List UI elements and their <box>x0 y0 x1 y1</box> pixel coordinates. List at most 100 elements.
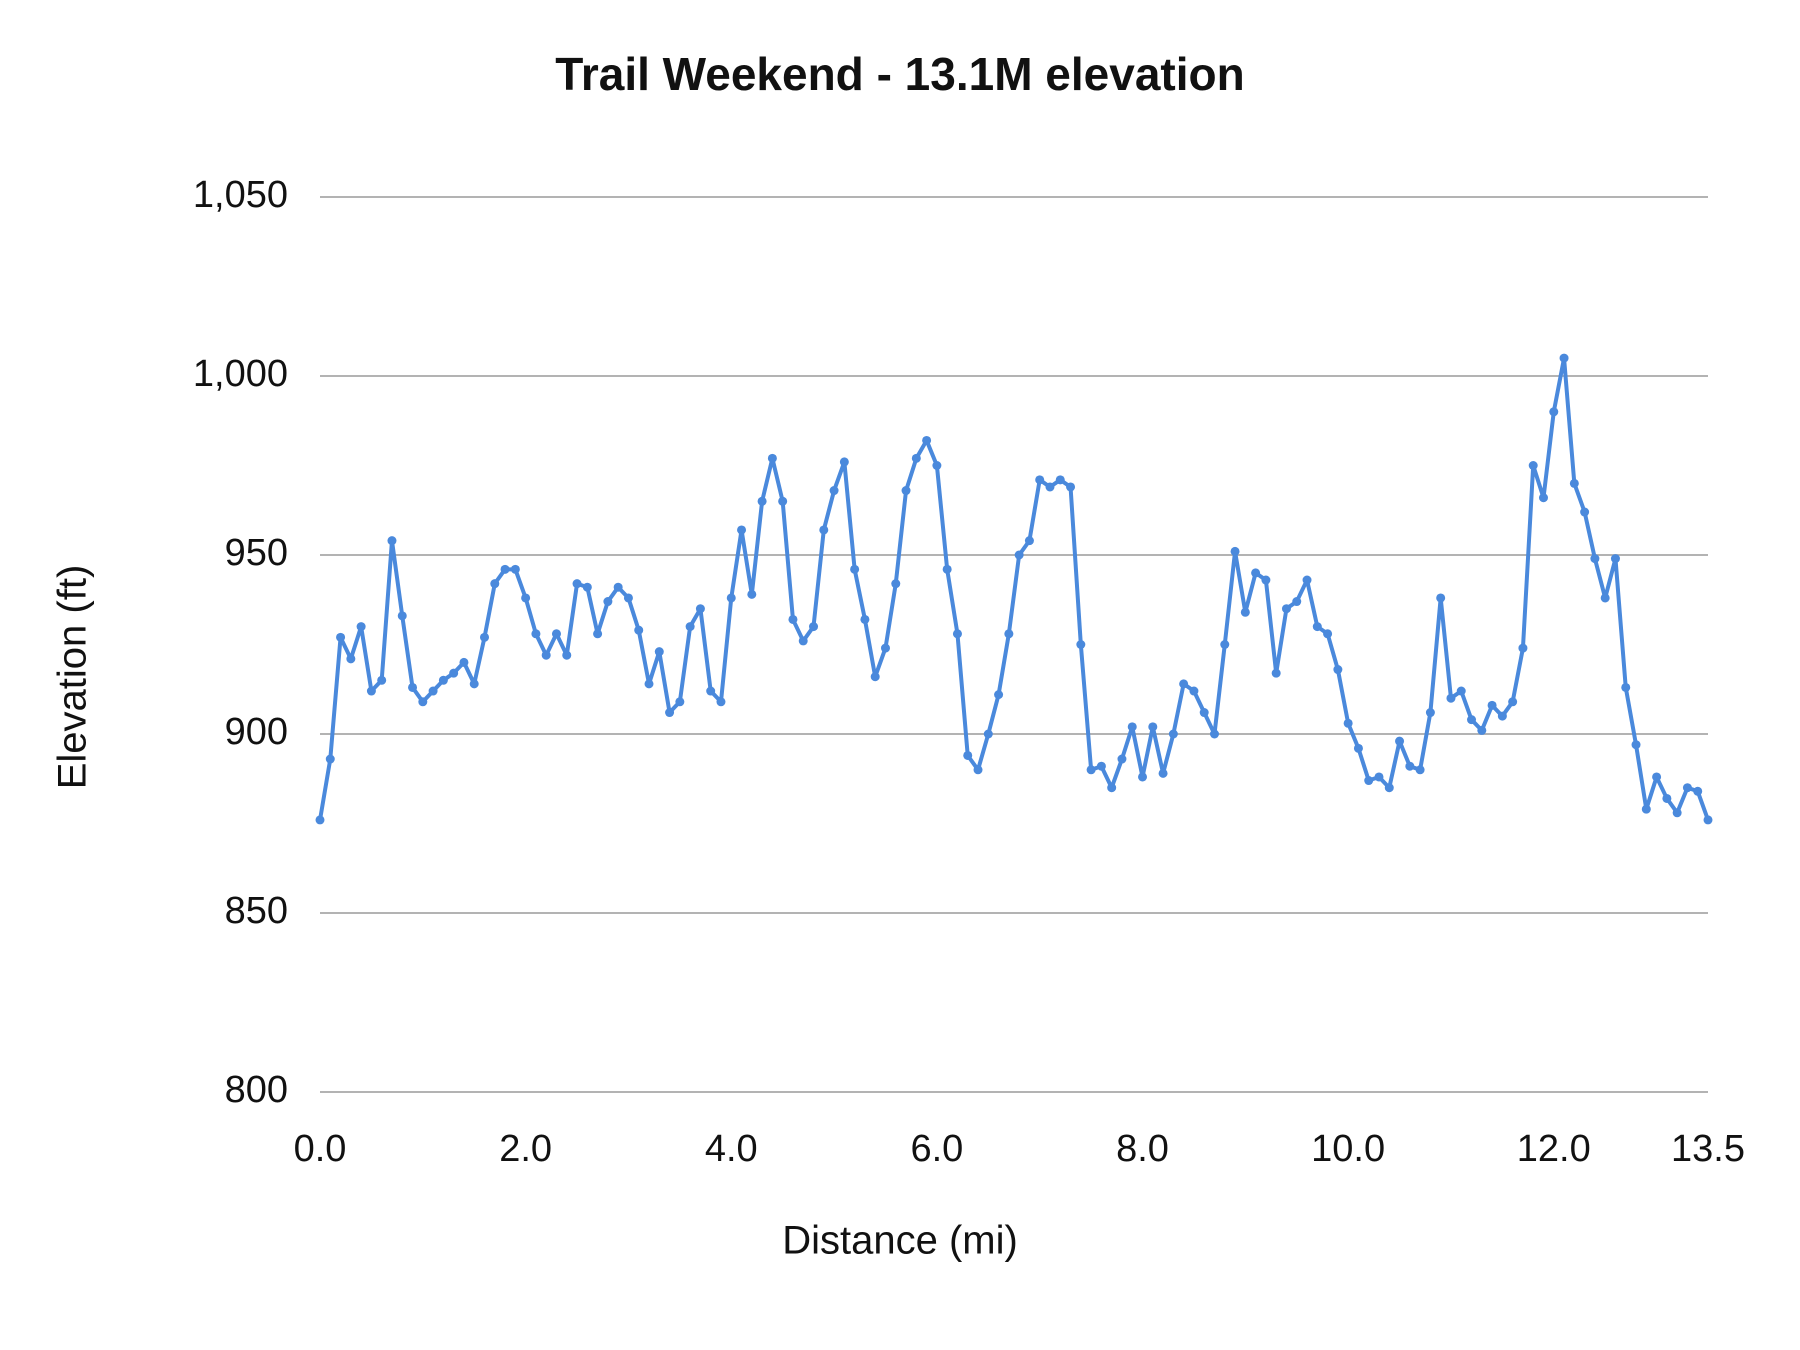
y-tick-label: 1,000 <box>193 353 288 395</box>
data-point <box>459 657 469 667</box>
data-point <box>1240 607 1250 617</box>
data-point <box>1066 482 1076 492</box>
data-point <box>356 622 366 632</box>
data-point <box>1148 722 1158 732</box>
data-point <box>603 597 613 607</box>
data-point <box>932 461 942 470</box>
data-point <box>891 579 901 589</box>
data-point <box>788 614 798 624</box>
data-point <box>521 593 531 603</box>
data-point <box>1641 804 1651 814</box>
data-point <box>1168 729 1178 739</box>
x-axis-label: Distance (mi) <box>782 1219 1018 1263</box>
data-point <box>1117 754 1127 764</box>
data-point <box>706 686 716 696</box>
data-point <box>1703 815 1713 825</box>
y-tick-label: 1,050 <box>193 174 288 216</box>
x-tick-label: 0.0 <box>294 1128 347 1170</box>
data-point <box>1179 679 1189 689</box>
data-point <box>839 457 849 467</box>
data-point <box>994 690 1004 700</box>
data-point <box>1127 722 1137 732</box>
data-point <box>623 593 633 603</box>
data-point <box>829 486 839 496</box>
data-point <box>1395 736 1405 746</box>
data-point <box>911 453 921 463</box>
data-point <box>1682 783 1692 793</box>
data-point <box>1096 761 1106 771</box>
chart-title: Trail Weekend - 13.1M elevation <box>555 48 1244 100</box>
data-point <box>1045 482 1055 492</box>
data-point <box>1343 718 1353 728</box>
y-tick-label: 850 <box>225 890 288 932</box>
data-point <box>1312 622 1322 632</box>
data-point <box>1230 546 1240 556</box>
data-point <box>551 629 561 639</box>
data-point <box>1384 783 1394 793</box>
data-point <box>922 435 932 445</box>
data-point <box>1415 765 1425 775</box>
data-point <box>510 564 520 574</box>
x-tick-label: 2.0 <box>499 1128 552 1170</box>
data-point <box>1652 772 1662 782</box>
data-point <box>973 765 983 775</box>
data-point <box>1138 772 1148 782</box>
data-point <box>531 629 541 639</box>
y-axis-label: Elevation (ft) <box>51 565 95 790</box>
data-point <box>942 564 952 574</box>
data-point <box>1425 708 1435 718</box>
data-point <box>870 672 880 682</box>
data-point <box>767 453 777 463</box>
data-point <box>408 682 418 692</box>
data-point <box>634 625 644 635</box>
data-point <box>1508 697 1518 707</box>
data-point <box>469 679 479 689</box>
x-tick-label: 6.0 <box>910 1128 963 1170</box>
data-point <box>1261 575 1271 585</box>
data-point <box>665 708 675 718</box>
x-tick-label: 8.0 <box>1116 1128 1169 1170</box>
data-point <box>1621 682 1631 692</box>
data-point <box>315 815 325 825</box>
data-point <box>1446 693 1456 703</box>
data-point <box>1528 461 1538 470</box>
data-point <box>1631 740 1641 750</box>
data-point <box>1035 475 1045 485</box>
data-point <box>685 622 695 632</box>
data-point <box>1281 604 1291 614</box>
data-point <box>1610 554 1620 564</box>
data-point <box>541 650 551 660</box>
data-point <box>716 697 726 707</box>
data-point <box>1538 493 1548 503</box>
data-point <box>1220 640 1230 649</box>
data-point <box>1580 507 1590 517</box>
data-point <box>428 686 438 696</box>
data-point <box>1086 765 1096 775</box>
data-point <box>1024 536 1034 546</box>
data-point <box>778 496 788 506</box>
x-tick-label: 4.0 <box>705 1128 758 1170</box>
data-point <box>880 643 890 653</box>
data-point <box>757 496 767 506</box>
data-point <box>1672 808 1682 818</box>
data-point <box>798 636 808 646</box>
data-point <box>1292 597 1302 607</box>
data-point <box>726 593 736 603</box>
data-point <box>1549 407 1559 417</box>
data-point <box>1189 686 1199 696</box>
data-point <box>1600 593 1610 603</box>
data-line <box>318 356 1710 821</box>
data-point <box>1374 772 1384 782</box>
data-point <box>1364 776 1374 786</box>
data-point <box>983 729 993 739</box>
data-point <box>963 750 973 760</box>
data-point <box>850 564 860 574</box>
data-point <box>1055 475 1065 485</box>
data-point <box>1559 353 1569 363</box>
data-point <box>809 622 819 632</box>
data-point <box>952 629 962 639</box>
data-point <box>480 632 490 642</box>
x-tick-label: 10.0 <box>1311 1128 1385 1170</box>
data-point <box>1004 629 1014 639</box>
data-point <box>1323 629 1333 639</box>
